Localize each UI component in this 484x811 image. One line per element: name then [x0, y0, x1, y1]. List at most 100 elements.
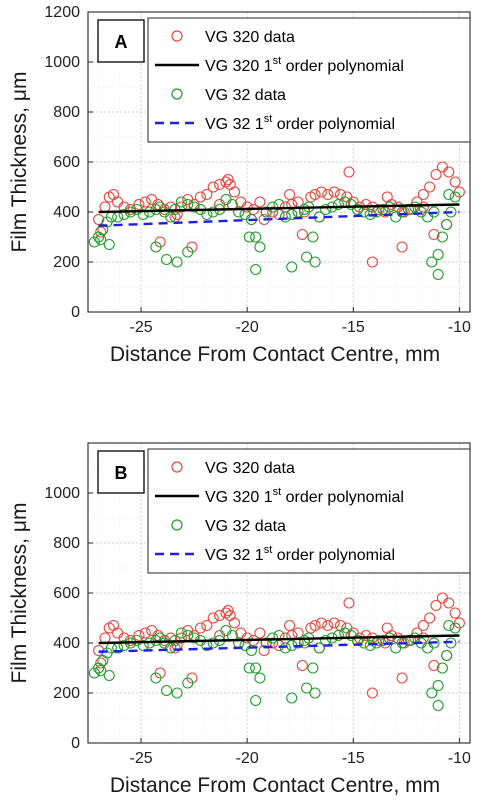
legend-marker-circle	[171, 519, 183, 531]
data-point	[441, 218, 453, 231]
legend-label: VG 32 data	[205, 87, 286, 104]
data-point	[267, 637, 279, 649]
data-point	[207, 612, 219, 624]
data-point	[449, 191, 461, 203]
data-point	[250, 662, 262, 674]
data-point	[436, 231, 448, 243]
data-point	[254, 672, 266, 684]
data-point	[254, 627, 266, 639]
data-point	[417, 619, 429, 632]
data-point	[93, 213, 105, 226]
data-point	[175, 196, 187, 208]
y-tick-label: 800	[53, 535, 80, 552]
data-point	[233, 206, 245, 218]
data-point	[417, 188, 429, 201]
data-point	[279, 211, 291, 223]
legend-marker-circle	[171, 88, 183, 100]
data-point	[426, 256, 438, 268]
data-point	[258, 644, 270, 657]
data-point	[286, 261, 298, 273]
data-point	[194, 622, 207, 634]
data-point	[267, 201, 279, 213]
data-point	[214, 178, 226, 191]
data-point	[250, 694, 262, 707]
x-tick-label: -15	[342, 750, 365, 767]
y-tick-label: 1000	[44, 54, 80, 71]
data-point	[449, 622, 461, 634]
data-point	[417, 201, 429, 213]
data-point	[426, 687, 438, 699]
fit-line-vg320	[98, 203, 460, 214]
data-point	[424, 612, 436, 624]
data-point	[194, 191, 207, 203]
x-axis-label: Distance From Contact Centre, mm	[110, 343, 440, 366]
data-point	[309, 687, 321, 699]
data-point	[133, 629, 145, 642]
legend-box	[147, 448, 471, 574]
chart-panel-a: -25 -20 -15 -10 0 200 400 600 800 1000 1200 Distanc…	[8, 4, 471, 366]
data-point	[396, 672, 408, 684]
data-point	[175, 627, 187, 639]
fit-line-vg320	[98, 634, 460, 645]
data-point	[150, 672, 162, 684]
data-point	[364, 639, 376, 652]
data-point	[360, 629, 372, 642]
data-point	[95, 664, 107, 677]
data-point	[250, 231, 262, 243]
data-point	[432, 248, 444, 261]
data-point	[95, 233, 107, 246]
data-point	[150, 241, 162, 253]
data-point	[296, 659, 308, 672]
data-point	[328, 617, 340, 629]
data-point	[432, 268, 444, 281]
data-point	[373, 203, 385, 216]
data-point	[267, 206, 279, 218]
data-point	[315, 186, 327, 198]
data-point	[441, 649, 453, 662]
y-tick-label: 200	[53, 254, 80, 271]
y-tick-label: 1000	[44, 485, 80, 502]
data-point	[207, 637, 219, 649]
y-axis-label: Film Thickness, μm	[8, 72, 31, 253]
legend-label: VG 320 1st order polynomial	[205, 486, 404, 506]
data-point	[160, 253, 173, 266]
data-point	[273, 198, 285, 211]
data-point	[430, 168, 442, 181]
data-point	[343, 166, 355, 178]
data-point	[241, 632, 253, 644]
data-point	[424, 181, 436, 193]
data-point	[207, 181, 219, 193]
data-point	[103, 669, 115, 682]
data-point	[428, 659, 440, 672]
x-tick-label: -20	[236, 319, 259, 336]
data-point	[377, 634, 389, 647]
data-point	[188, 201, 200, 213]
data-point	[286, 692, 298, 704]
data-point	[322, 619, 334, 632]
y-tick-label: 600	[53, 154, 80, 171]
data-point	[228, 617, 240, 629]
data-point	[273, 629, 285, 642]
data-point	[428, 228, 440, 241]
data-point	[222, 173, 234, 186]
data-point	[443, 619, 455, 632]
y-tick-label: 400	[53, 204, 80, 221]
data-point	[449, 607, 461, 619]
data-point	[366, 687, 378, 699]
data-point	[322, 188, 334, 201]
y-tick-label: 400	[53, 635, 80, 652]
panel-label-box	[97, 19, 145, 63]
data-point	[188, 632, 200, 644]
data-point	[137, 208, 149, 221]
legend-label: VG 320 data	[205, 29, 295, 46]
data-point	[309, 188, 321, 201]
data-point	[250, 263, 262, 276]
panel-label-box	[97, 450, 145, 494]
panel-label: B	[115, 463, 128, 483]
data-point	[137, 639, 149, 652]
data-point	[286, 208, 298, 221]
data-point	[366, 256, 378, 268]
data-point	[139, 196, 151, 208]
x-axis-label: Distance From Contact Centre, mm	[110, 774, 440, 797]
